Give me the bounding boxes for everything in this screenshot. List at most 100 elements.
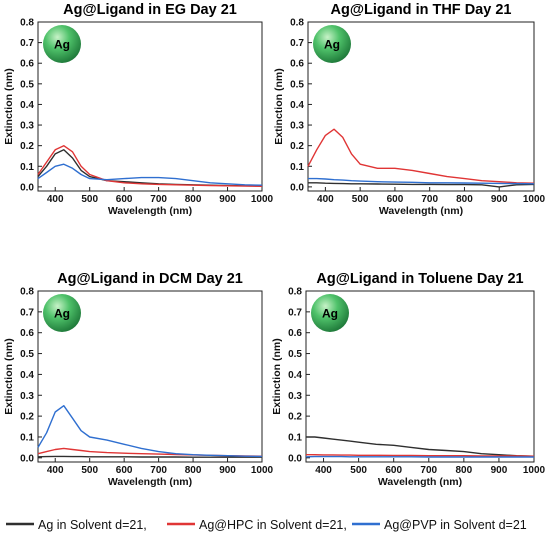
chart-title: Ag@Ligand in THF Day 21 bbox=[331, 2, 512, 18]
x-axis-label: Wavelength (nm) bbox=[378, 476, 462, 488]
x-tick-label: 800 bbox=[456, 194, 473, 205]
x-tick-label: 800 bbox=[185, 465, 202, 476]
x-tick-label: 500 bbox=[352, 194, 369, 205]
legend-label-hpc: Ag@HPC in Solvent d=21, bbox=[199, 518, 347, 532]
ag-sphere-shape bbox=[43, 25, 81, 63]
chart-title: Ag@Ligand in EG Day 21 bbox=[63, 2, 237, 18]
y-tick-label: 0.0 bbox=[290, 182, 304, 193]
series-line-hpc bbox=[306, 454, 535, 457]
x-tick-label: 500 bbox=[81, 465, 98, 476]
ag-sphere-icon: Ag bbox=[43, 294, 81, 332]
x-tick-label: 500 bbox=[350, 465, 367, 476]
y-tick-label: 0.5 bbox=[20, 349, 34, 360]
x-axis-label: Wavelength (nm) bbox=[108, 205, 192, 217]
y-tick-label: 0.7 bbox=[20, 307, 34, 318]
y-tick-label: 0.8 bbox=[20, 287, 34, 298]
y-axis-label: Extinction (nm) bbox=[271, 338, 283, 414]
x-tick-label: 1000 bbox=[251, 194, 274, 205]
y-tick-label: 0.6 bbox=[20, 59, 34, 70]
x-tick-label: 600 bbox=[116, 194, 133, 205]
y-tick-label: 0.6 bbox=[20, 328, 34, 339]
chart-panel-4: Ag@Ligand in Toluene Day 21 0.0 0.1 0.2 0.3 0… bbox=[271, 271, 546, 488]
x-tick-label: 800 bbox=[185, 194, 202, 205]
y-tick-label: 0.3 bbox=[290, 121, 304, 132]
y-tick-label: 0.1 bbox=[20, 432, 34, 443]
chart-panels: Ag@Ligand in EG Day 21 0.0 0.1 0.2 0.3 0.4 0.5… bbox=[3, 2, 546, 488]
plot-frame bbox=[305, 290, 535, 463]
ag-sphere-label: Ag bbox=[322, 307, 338, 321]
chart-panel-1: Ag@Ligand in EG Day 21 0.0 0.1 0.2 0.3 0.4 0.5… bbox=[3, 2, 274, 217]
x-tick-label: 400 bbox=[315, 465, 332, 476]
x-tick-label: 900 bbox=[491, 194, 508, 205]
chart-title: Ag@Ligand in DCM Day 21 bbox=[57, 271, 243, 287]
legend-label-ag: Ag in Solvent d=21, bbox=[38, 518, 147, 532]
y-axis-label: Extinction (nm) bbox=[273, 68, 285, 144]
y-tick-label: 0.5 bbox=[20, 79, 34, 90]
x-tick-label: 900 bbox=[219, 465, 236, 476]
x-tick-label: 400 bbox=[47, 194, 64, 205]
series-line-ag bbox=[37, 455, 262, 458]
x-tick-label: 700 bbox=[150, 465, 167, 476]
ag-sphere-shape bbox=[43, 294, 81, 332]
y-tick-label: 0.3 bbox=[20, 391, 34, 402]
x-tick-label: 900 bbox=[491, 465, 508, 476]
x-axis-label: Wavelength (nm) bbox=[108, 476, 192, 488]
y-tick-label: 0.0 bbox=[20, 453, 34, 464]
series-line-pvp bbox=[37, 163, 263, 186]
y-tick-label: 0.8 bbox=[20, 18, 34, 29]
y-tick-label: 0.4 bbox=[20, 370, 34, 381]
x-axis-label: Wavelength (nm) bbox=[379, 205, 463, 217]
y-tick-label: 0.3 bbox=[288, 391, 302, 402]
plot-frame bbox=[307, 21, 535, 192]
ag-sphere-shape bbox=[313, 25, 351, 63]
chart-panel-3: Ag@Ligand in DCM Day 21 0.0 0.1 0.2 0.3 0.4 0.… bbox=[3, 271, 274, 488]
y-tick-label: 0.4 bbox=[20, 100, 34, 111]
x-tick-label: 1000 bbox=[523, 465, 546, 476]
y-tick-label: 0.1 bbox=[288, 432, 302, 443]
y-tick-label: 0.0 bbox=[288, 453, 302, 464]
x-tick-label: 800 bbox=[456, 465, 473, 476]
y-tick-label: 0.8 bbox=[290, 18, 304, 29]
series-line-pvp bbox=[37, 405, 263, 458]
series-line-pvp bbox=[308, 177, 535, 185]
y-tick-label: 0.6 bbox=[290, 59, 304, 70]
y-tick-label: 0.4 bbox=[290, 100, 304, 111]
y-tick-label: 0.8 bbox=[288, 287, 302, 298]
y-tick-label: 0.3 bbox=[20, 121, 34, 132]
series-line-ag bbox=[306, 436, 535, 457]
x-tick-label: 700 bbox=[421, 194, 438, 205]
ag-sphere-icon: Ag bbox=[311, 294, 349, 332]
y-tick-label: 0.0 bbox=[20, 182, 34, 193]
ag-sphere-icon: Ag bbox=[313, 25, 351, 63]
chart-panel-2: Ag@Ligand in THF Day 21 0.0 0.1 0.2 0.3 0.4 0.… bbox=[273, 2, 546, 217]
x-tick-label: 1000 bbox=[251, 465, 274, 476]
x-tick-label: 600 bbox=[387, 194, 404, 205]
ag-sphere-shape bbox=[311, 294, 349, 332]
ag-sphere-label: Ag bbox=[54, 307, 70, 321]
x-tick-label: 400 bbox=[47, 465, 64, 476]
legend: Ag in Solvent d=21, Ag@HPC in Solvent d=… bbox=[6, 518, 527, 532]
ag-sphere-icon: Ag bbox=[43, 25, 81, 63]
ag-sphere-label: Ag bbox=[54, 38, 70, 52]
x-tick-label: 900 bbox=[219, 194, 236, 205]
y-tick-label: 0.2 bbox=[20, 412, 34, 423]
legend-label-pvp: Ag@PVP in Solvent d=21 bbox=[384, 518, 527, 532]
x-tick-label: 700 bbox=[150, 194, 167, 205]
ag-sphere-label: Ag bbox=[324, 38, 340, 52]
x-tick-label: 500 bbox=[81, 194, 98, 205]
y-tick-label: 0.5 bbox=[288, 349, 302, 360]
plot-frame bbox=[37, 21, 263, 192]
x-tick-label: 600 bbox=[116, 465, 133, 476]
plot-frame bbox=[37, 290, 263, 463]
x-tick-label: 1000 bbox=[523, 194, 546, 205]
series-line-ag bbox=[308, 182, 535, 188]
series-line-hpc bbox=[307, 128, 535, 184]
y-axis-label: Extinction (nm) bbox=[3, 68, 15, 144]
y-tick-label: 0.1 bbox=[290, 162, 304, 173]
y-tick-label: 0.7 bbox=[290, 38, 304, 49]
x-tick-label: 600 bbox=[385, 465, 402, 476]
y-tick-label: 0.2 bbox=[290, 141, 304, 152]
y-tick-label: 0.6 bbox=[288, 328, 302, 339]
y-tick-label: 0.2 bbox=[20, 141, 34, 152]
